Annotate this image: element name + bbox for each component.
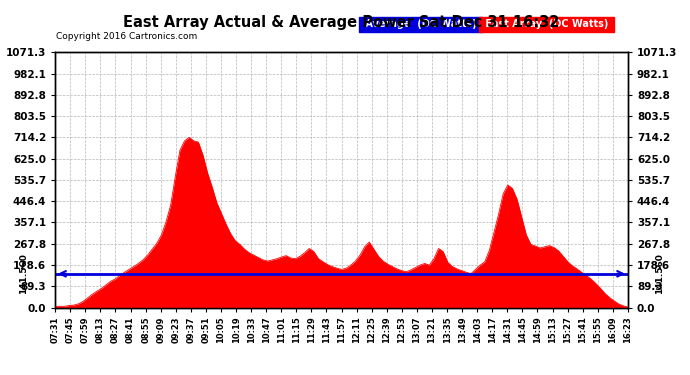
Text: 141.560: 141.560 [19,254,28,294]
Text: Average  (DC Watts): Average (DC Watts) [362,20,480,29]
Title: East Array Actual & Average Power Sat Dec 31 16:32: East Array Actual & Average Power Sat De… [124,15,560,30]
Text: Copyright 2016 Cartronics.com: Copyright 2016 Cartronics.com [57,32,197,41]
Text: 141.560: 141.560 [655,254,664,294]
Text: East Array  (DC Watts): East Array (DC Watts) [482,20,611,29]
